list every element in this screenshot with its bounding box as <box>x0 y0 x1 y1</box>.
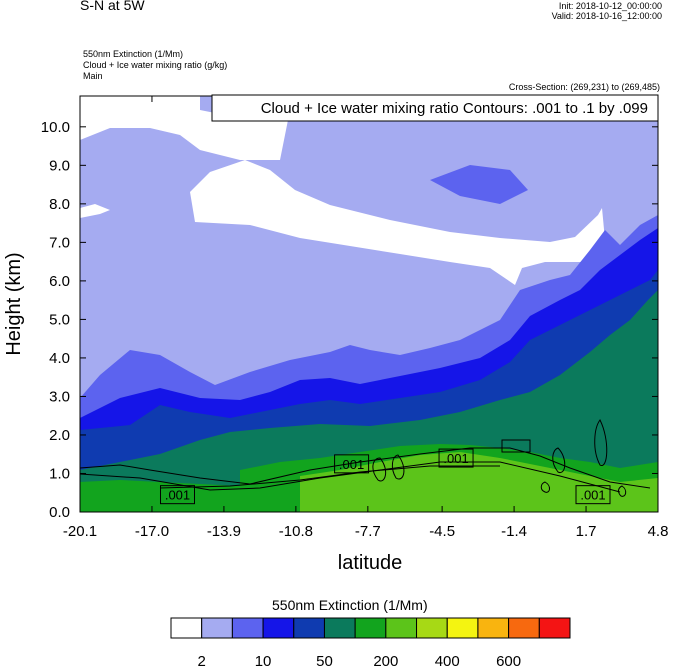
colorbar-swatch <box>201 617 233 639</box>
colorbar: 2 10 50 200 400 600 <box>170 617 571 668</box>
colorbar-swatch <box>538 617 571 639</box>
contour-label: .001 <box>443 451 468 466</box>
y-axis-title: Height (km) <box>3 252 25 355</box>
y-tick-label: 10.0 <box>41 119 70 136</box>
x-tick-label: -17.0 <box>135 523 169 540</box>
colorbar-swatch <box>354 617 387 639</box>
colorbar-swatch <box>508 617 540 639</box>
contour-label: .001 <box>165 488 190 503</box>
colorbar-label: 200 <box>373 653 398 668</box>
colorbar-swatch <box>170 617 203 639</box>
colorbar-swatch <box>262 617 295 639</box>
x-tick-label: -4.5 <box>429 523 455 540</box>
field-label-main: Main <box>83 71 103 81</box>
contour-labels: .001 .001 .001 .001 <box>159 448 611 505</box>
y-tick-label: 0.0 <box>49 504 70 521</box>
x-tick-label: -20.1 <box>63 523 97 540</box>
chart-title: Cloud + Ice water mixing ratio Contours:… <box>261 100 648 117</box>
contour-label-box <box>159 485 195 505</box>
colorbar-swatch <box>385 617 418 639</box>
x-tick-label: -7.7 <box>355 523 381 540</box>
colorbar-label: 600 <box>496 653 521 668</box>
y-tick-label: 7.0 <box>49 234 70 251</box>
contour-label: .001 <box>339 457 364 472</box>
x-tick-label: 1.7 <box>576 523 597 540</box>
x-axis-ticks: -20.1 -17.0 -13.9 -10.8 -7.7 -4.5 -1.4 1.7 4.8 <box>63 96 669 540</box>
contour-label-box <box>575 485 611 505</box>
colorbar-swatch <box>446 617 479 639</box>
contour-label: .001 <box>580 488 605 503</box>
colorbar-label: 10 <box>255 653 272 668</box>
x-tick-label: -1.4 <box>501 523 527 540</box>
colorbar-swatch <box>293 617 325 639</box>
contour-label-box <box>334 454 370 474</box>
colorbar-label: 2 <box>198 653 206 668</box>
chart-title-box: Cloud + Ice water mixing ratio Contours:… <box>211 94 659 122</box>
field-label-mixing-ratio: Cloud + Ice water mixing ratio (g/kg) <box>83 60 228 70</box>
y-tick-label: 1.0 <box>49 465 70 482</box>
plot-title: S-N at 5W <box>80 0 145 13</box>
colorbar-swatch <box>323 617 356 639</box>
colorbar-label: 50 <box>316 653 333 668</box>
y-axis-ticks: 0.0 1.0 2.0 3.0 4.0 5.0 6.0 7.0 8.0 9.0 10.0 <box>41 119 658 521</box>
contours <box>80 419 651 497</box>
colorbar-swatch <box>416 617 448 639</box>
contour-label-box <box>438 448 474 468</box>
x-tick-label: -10.8 <box>279 523 313 540</box>
colorbar-swatch <box>231 617 264 639</box>
cross-section-label: Cross-Section: (269,231) to (269,485) <box>508 82 660 92</box>
x-tick-label: -13.9 <box>207 523 241 540</box>
y-tick-label: 5.0 <box>49 311 70 328</box>
y-tick-label: 3.0 <box>49 388 70 405</box>
y-tick-label: 6.0 <box>49 273 70 290</box>
valid-time: Valid: 2018-10-16_12:00:00 <box>551 11 662 21</box>
x-tick-label: 4.8 <box>648 523 669 540</box>
y-tick-label: 8.0 <box>49 196 70 213</box>
x-axis-title: latitude <box>338 552 403 574</box>
y-tick-label: 2.0 <box>49 427 70 444</box>
field-label-extinction: 550nm Extinction (1/Mm) <box>83 49 184 59</box>
y-tick-label: 4.0 <box>49 350 70 367</box>
colorbar-title: 550nm Extinction (1/Mm) <box>272 597 428 613</box>
init-time: Init: 2018-10-12_00:00:00 <box>558 1 662 11</box>
colorbar-swatch <box>477 617 510 639</box>
colorbar-label: 400 <box>435 653 460 668</box>
extinction-field <box>80 96 658 512</box>
y-tick-label: 9.0 <box>49 157 70 174</box>
